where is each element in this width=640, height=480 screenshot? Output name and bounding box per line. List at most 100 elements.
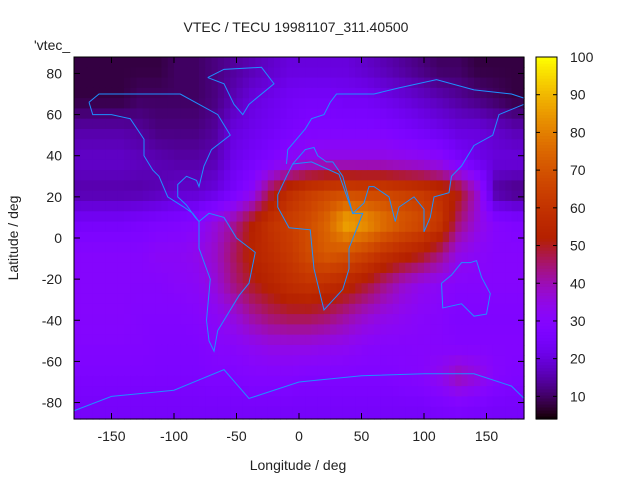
heatmap-cell <box>461 231 469 243</box>
heatmap-cell <box>430 77 438 89</box>
heatmap-cell <box>286 200 294 212</box>
heatmap-cell <box>130 355 138 367</box>
heatmap-cell <box>74 67 81 79</box>
heatmap-cell <box>92 252 100 264</box>
heatmap-cell <box>286 344 294 356</box>
colorbar-swatch <box>536 204 557 209</box>
colorbar-swatch <box>536 388 557 393</box>
heatmap-cell <box>261 149 269 161</box>
heatmap-cell <box>517 324 525 336</box>
heatmap-cell <box>192 406 200 418</box>
heatmap-cell <box>430 118 438 130</box>
heatmap-cell <box>217 272 225 284</box>
heatmap-cell <box>442 344 450 356</box>
heatmap-cell <box>455 262 463 274</box>
heatmap-cell <box>436 170 444 182</box>
heatmap-cell <box>336 118 344 130</box>
heatmap-cell <box>292 355 300 367</box>
heatmap-cell <box>124 283 131 295</box>
heatmap-cell <box>424 118 431 130</box>
heatmap-cell <box>392 139 400 151</box>
heatmap-cell <box>424 314 431 325</box>
heatmap-cell <box>330 211 338 223</box>
heatmap-cell <box>399 180 406 192</box>
heatmap-cell <box>436 272 444 284</box>
heatmap-cell <box>386 221 394 233</box>
heatmap-cell <box>336 128 344 140</box>
heatmap-cell <box>505 221 513 233</box>
heatmap-cell <box>217 283 225 295</box>
heatmap-cell <box>117 355 125 367</box>
heatmap-cell <box>111 396 119 408</box>
heatmap-cell <box>105 355 113 367</box>
heatmap-cell <box>367 170 375 182</box>
heatmap-cell <box>155 128 163 140</box>
heatmap-cell <box>405 98 413 110</box>
heatmap-cell <box>474 365 481 377</box>
heatmap-cell <box>424 211 431 223</box>
heatmap-cell <box>299 303 306 315</box>
colorbar-swatch <box>536 105 557 109</box>
heatmap-cell <box>386 355 394 367</box>
heatmap-cell <box>455 118 463 130</box>
heatmap-cell <box>511 293 519 305</box>
heatmap-cell <box>499 180 506 192</box>
heatmap-cell <box>436 386 444 397</box>
heatmap-cell <box>230 221 238 233</box>
heatmap-cell <box>424 365 431 377</box>
heatmap-cell <box>342 252 350 264</box>
heatmap-cell <box>317 375 325 387</box>
heatmap-cell <box>386 170 394 182</box>
heatmap-cell <box>430 396 438 408</box>
heatmap-cell <box>142 344 150 356</box>
heatmap-cell <box>167 77 175 89</box>
heatmap-cell <box>455 355 463 367</box>
heatmap-cell <box>205 57 213 68</box>
heatmap-cell <box>217 108 225 120</box>
heatmap-cell <box>367 272 375 284</box>
heatmap-cell <box>474 416 481 420</box>
heatmap-cell <box>224 355 231 367</box>
heatmap-cell <box>342 180 350 192</box>
heatmap-cell <box>286 231 294 243</box>
heatmap-cell <box>274 67 281 79</box>
heatmap-cell <box>80 355 88 367</box>
heatmap-cell <box>80 252 88 264</box>
heatmap-cell <box>211 149 219 161</box>
colorbar-tick-label: 20 <box>570 351 586 367</box>
heatmap-cell <box>436 67 444 79</box>
heatmap-cell <box>311 159 319 171</box>
heatmap-cell <box>255 314 263 325</box>
heatmap-cell <box>480 98 488 110</box>
heatmap-cell <box>136 108 144 120</box>
heatmap-cell <box>411 416 419 420</box>
heatmap-cell <box>449 149 456 161</box>
heatmap-cell <box>467 118 475 130</box>
heatmap-cell <box>486 314 494 325</box>
heatmap-cell <box>92 57 100 68</box>
heatmap-cell <box>336 314 344 325</box>
heatmap-cell <box>255 386 263 397</box>
colorbar-swatch <box>536 373 557 378</box>
heatmap-cell <box>255 57 263 68</box>
heatmap-cell <box>492 87 500 99</box>
heatmap-cell <box>86 190 94 202</box>
heatmap-cell <box>305 159 313 171</box>
heatmap-cell <box>236 77 244 89</box>
heatmap-cell <box>511 77 519 89</box>
heatmap-cell <box>161 190 169 202</box>
heatmap-cell <box>255 293 263 305</box>
heatmap-cell <box>130 149 138 161</box>
heatmap-cell <box>211 386 219 397</box>
heatmap-cell <box>436 303 444 315</box>
colorbar-swatch <box>536 364 557 369</box>
heatmap-cell <box>486 283 494 295</box>
heatmap-cell <box>336 77 344 89</box>
heatmap-cell <box>167 180 175 192</box>
heatmap-cell <box>355 283 363 295</box>
heatmap-cell <box>486 231 494 243</box>
y-tick-label: 0 <box>54 230 62 246</box>
heatmap-cell <box>105 396 113 408</box>
heatmap-cell <box>255 262 263 274</box>
heatmap-cell <box>386 293 394 305</box>
